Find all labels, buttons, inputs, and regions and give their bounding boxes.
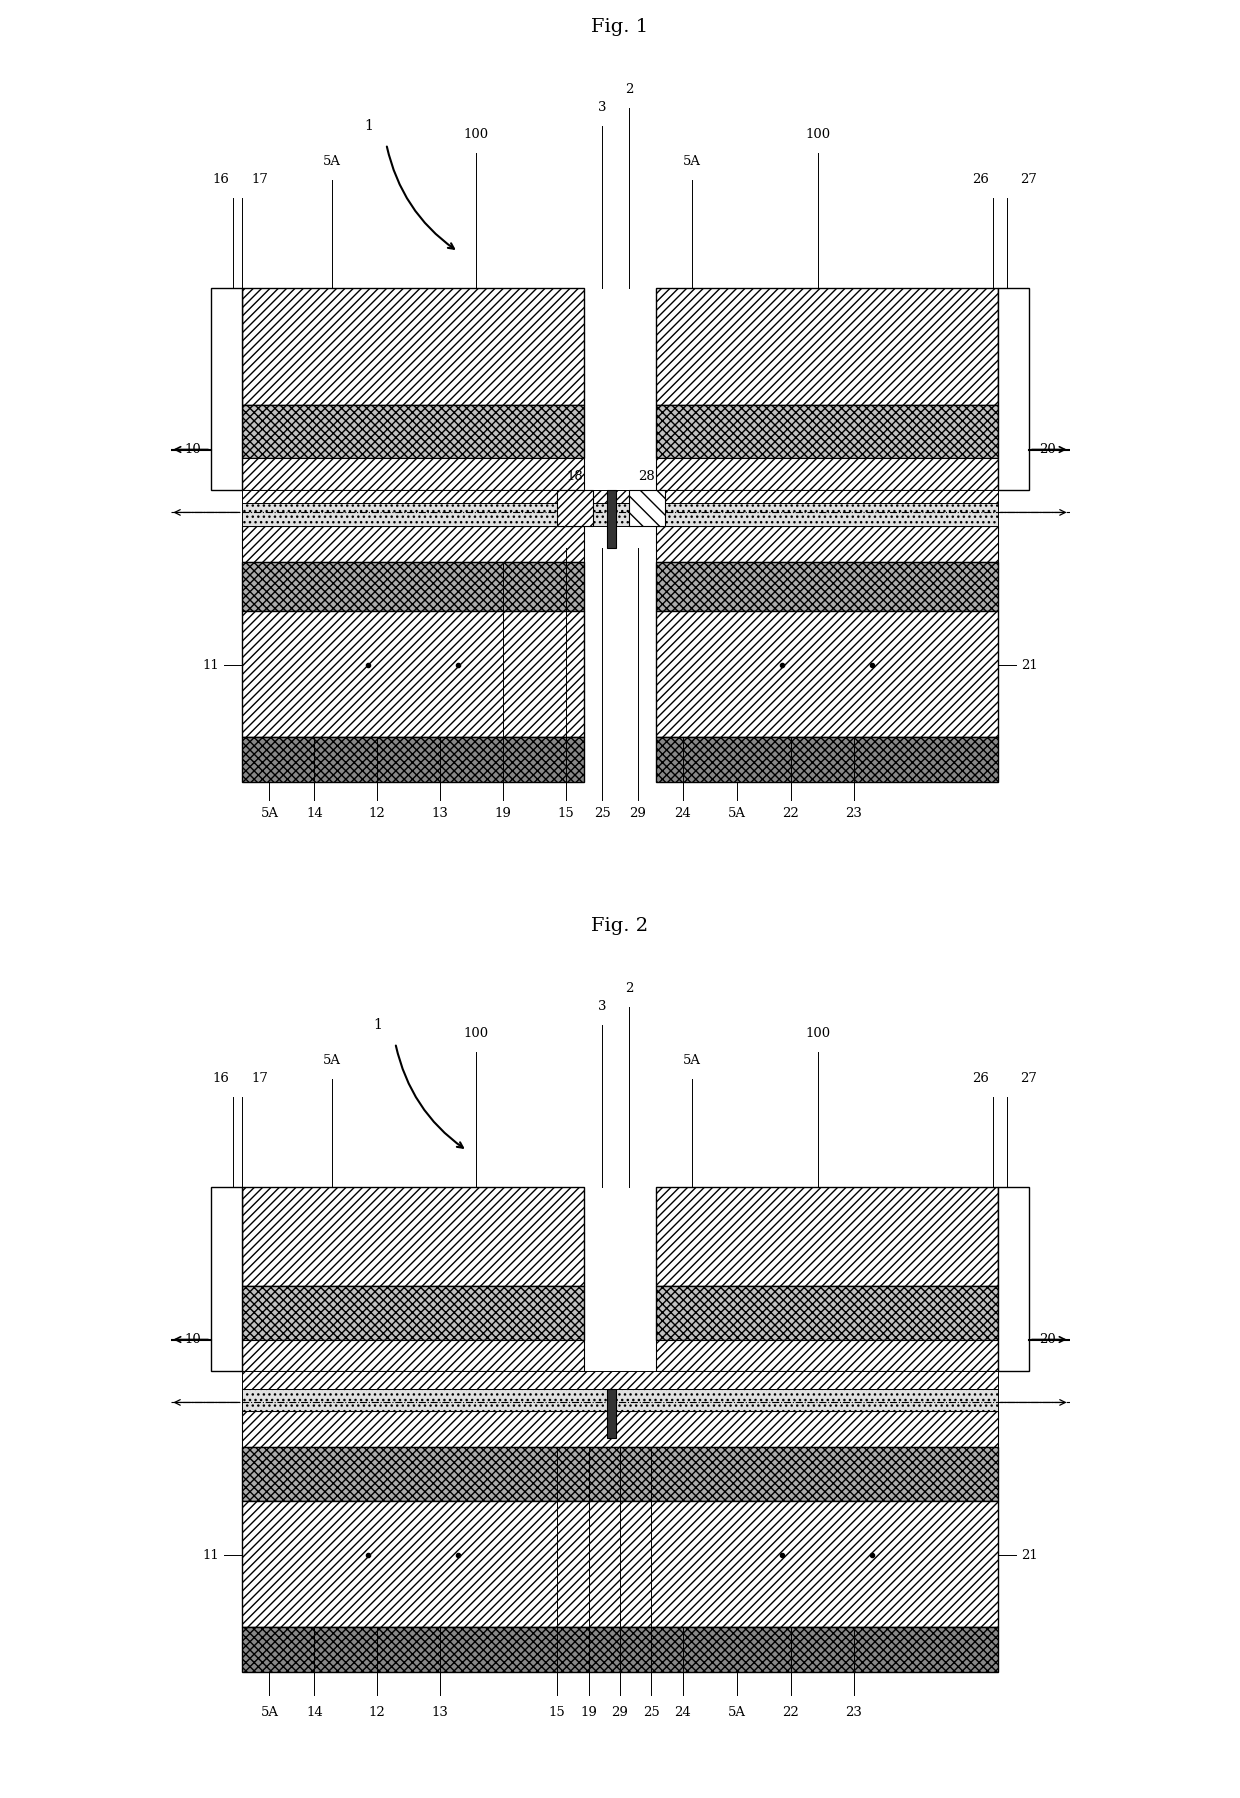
Text: 13: 13 [432, 807, 449, 820]
Text: 27: 27 [1021, 173, 1037, 187]
Text: Fig. 1: Fig. 1 [591, 18, 649, 36]
Text: 17: 17 [252, 173, 268, 187]
Bar [997, 1187, 1029, 1370]
Text: 100: 100 [464, 128, 489, 142]
Text: 5A: 5A [728, 807, 746, 820]
Text: 11: 11 [202, 1548, 219, 1562]
Text: 10: 10 [184, 442, 201, 457]
Text: 28: 28 [639, 469, 656, 484]
Text: 16: 16 [212, 173, 229, 187]
Bar [243, 503, 997, 525]
Bar [656, 1187, 997, 1286]
Text: 5A: 5A [683, 1054, 701, 1068]
Text: 13: 13 [432, 1706, 449, 1719]
Text: 23: 23 [846, 807, 862, 820]
Bar [243, 737, 584, 782]
Text: 5A: 5A [324, 155, 341, 169]
Bar [606, 489, 615, 548]
Bar [656, 458, 997, 489]
Text: 22: 22 [782, 1706, 800, 1719]
Bar [629, 489, 665, 525]
Text: 100: 100 [805, 1027, 831, 1041]
Bar [243, 1286, 584, 1340]
Text: 5A: 5A [260, 1706, 279, 1719]
Bar [243, 458, 584, 489]
Text: 3: 3 [598, 1000, 606, 1014]
Text: 100: 100 [464, 1027, 489, 1041]
Text: 29: 29 [630, 807, 646, 820]
Text: 5A: 5A [324, 1054, 341, 1068]
Text: 18: 18 [567, 469, 584, 484]
Text: 5A: 5A [728, 1706, 746, 1719]
Bar [211, 288, 242, 489]
Bar [656, 1286, 997, 1340]
Text: 2: 2 [625, 83, 634, 97]
Text: 29: 29 [611, 1706, 629, 1719]
Bar [243, 1370, 997, 1388]
Bar [656, 405, 997, 458]
Bar [243, 1411, 997, 1447]
Text: 10: 10 [184, 1332, 201, 1347]
Text: 24: 24 [675, 1706, 692, 1719]
Text: 15: 15 [548, 1706, 565, 1719]
Text: Fig. 2: Fig. 2 [591, 917, 649, 935]
Bar [243, 1627, 997, 1672]
Bar [656, 737, 997, 782]
Text: 5A: 5A [683, 155, 701, 169]
Text: 19: 19 [495, 807, 512, 820]
Bar [243, 491, 997, 503]
Text: 22: 22 [782, 807, 800, 820]
Bar [243, 525, 584, 561]
Text: 19: 19 [580, 1706, 596, 1719]
Bar [243, 1388, 997, 1411]
Bar [243, 1187, 584, 1286]
Text: 12: 12 [368, 1706, 386, 1719]
Text: 5A: 5A [260, 807, 279, 820]
Text: 16: 16 [212, 1072, 229, 1086]
Text: 15: 15 [558, 807, 574, 820]
Text: 20: 20 [1039, 442, 1056, 457]
Bar [211, 1187, 242, 1370]
Text: 1: 1 [373, 1018, 382, 1032]
Text: 12: 12 [368, 807, 386, 820]
Bar [243, 405, 584, 458]
Bar [243, 1501, 997, 1627]
Text: 14: 14 [306, 807, 322, 820]
Text: 3: 3 [598, 101, 606, 115]
Bar [997, 288, 1029, 489]
Bar [656, 611, 997, 737]
Text: 24: 24 [675, 807, 692, 820]
Bar [243, 561, 584, 611]
Text: 14: 14 [306, 1706, 322, 1719]
Text: 27: 27 [1021, 1072, 1037, 1086]
Text: 25: 25 [644, 1706, 660, 1719]
Text: 20: 20 [1039, 1332, 1056, 1347]
Bar [243, 611, 584, 737]
Bar [243, 1447, 997, 1501]
Text: 11: 11 [202, 658, 219, 672]
Bar [243, 1340, 584, 1370]
Bar [557, 489, 593, 525]
Text: 17: 17 [252, 1072, 268, 1086]
Bar [606, 1388, 615, 1438]
Text: 23: 23 [846, 1706, 862, 1719]
Text: 100: 100 [805, 128, 831, 142]
Text: 21: 21 [1021, 658, 1038, 672]
Bar [656, 525, 997, 561]
Bar [656, 1340, 997, 1370]
Bar [656, 288, 997, 405]
Bar [243, 288, 584, 405]
Text: 26: 26 [972, 173, 988, 187]
Text: 25: 25 [594, 807, 610, 820]
Text: 26: 26 [972, 1072, 988, 1086]
Bar [656, 561, 997, 611]
Text: 21: 21 [1021, 1548, 1038, 1562]
Text: 1: 1 [363, 119, 373, 133]
Text: 2: 2 [625, 982, 634, 996]
